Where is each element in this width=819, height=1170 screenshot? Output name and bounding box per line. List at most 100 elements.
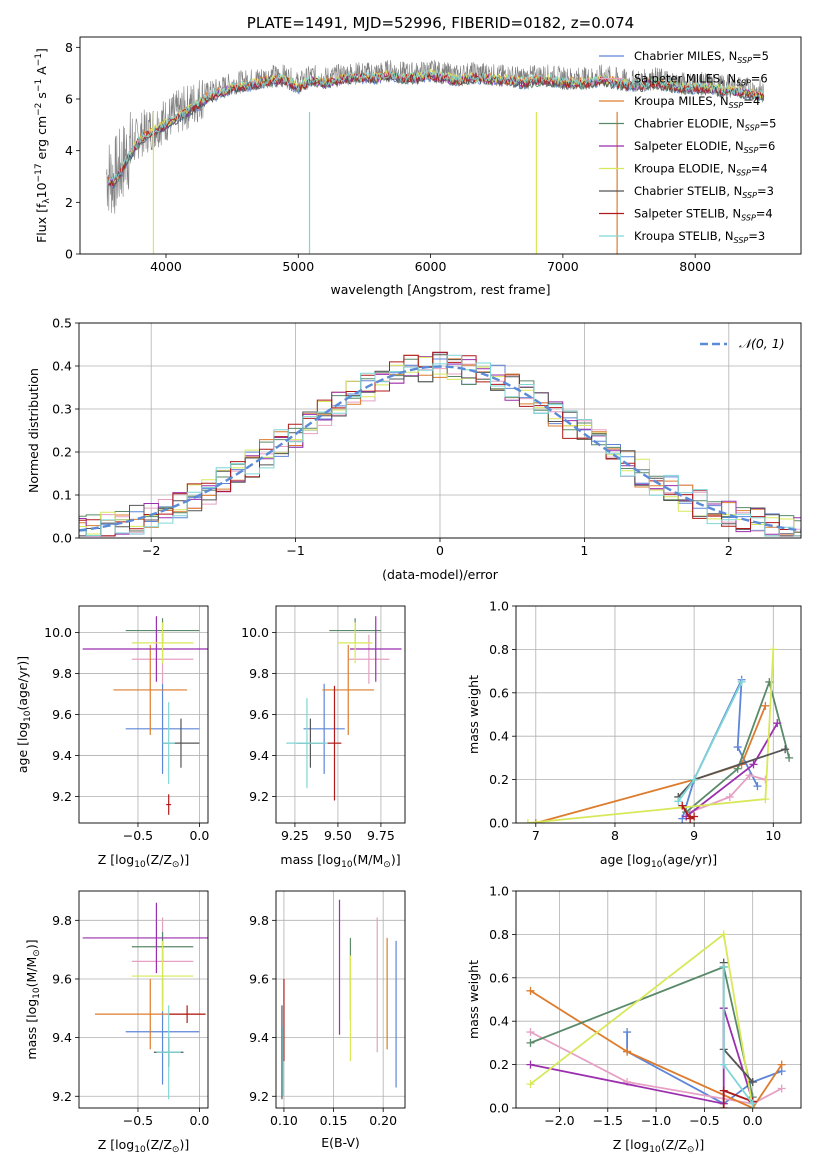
- legend-label: Chabrier MILES, NSSP=5: [634, 49, 769, 65]
- x-tick-label: 7000: [547, 259, 579, 274]
- legend-label: Salpeter ELODIE, NSSP=6: [634, 139, 775, 155]
- y-tick-label: 9.4: [52, 748, 72, 763]
- y-axis-label: mass weight: [466, 675, 481, 754]
- error-bars: [82, 616, 208, 815]
- y-tick-label: 0.0: [489, 816, 509, 831]
- weight-series-line: [681, 679, 759, 819]
- weight-marker: [719, 930, 728, 939]
- y-tick-label: 2: [65, 195, 73, 210]
- weight-marker: [678, 801, 687, 810]
- x-axis-label: mass [log10​(M/M⊙​)]: [280, 852, 400, 870]
- legend-label: Kroupa ELODIE, NSSP=4: [634, 162, 768, 178]
- weight-marker: [748, 1099, 757, 1108]
- mass-vs-ebv-panel: 0.10 0.15 0.20 9.2 9.4 9.6 9.8 E(B-V): [249, 890, 406, 1150]
- x-tick-label: 2: [725, 543, 733, 558]
- y-tick-label: 9.6: [52, 707, 72, 722]
- legend-label: Chabrier ELODIE, NSSP=5: [634, 117, 776, 133]
- histogram-step: [79, 354, 801, 537]
- x-axis-label: (data-model)/error: [382, 567, 499, 582]
- error-bars: [286, 616, 402, 801]
- y-tick-label: 8: [65, 40, 73, 55]
- weight-marker: [526, 1080, 535, 1089]
- y-tick-label: 9.8: [52, 666, 72, 681]
- y-tick-label: 9.6: [249, 971, 269, 986]
- y-tick-label: 0.4: [489, 1014, 509, 1029]
- y-axis-label: Flux [fλ​10−17​ erg cm−2​ s−1​ A−1​]: [34, 48, 52, 243]
- spectrum-traces: [106, 59, 765, 254]
- weight-marker: [523, 819, 532, 823]
- x-tick-label: −0.5: [689, 1113, 719, 1128]
- weight-marker: [725, 792, 734, 801]
- y-tick-label: 0.0: [489, 1101, 509, 1116]
- histograms: [79, 351, 801, 537]
- weight-marker: [785, 753, 794, 762]
- x-tick-label: 1: [580, 543, 588, 558]
- x-axis-label: Z [log10​(Z/Z⊙​)]: [98, 852, 189, 870]
- weight-marker: [623, 1028, 632, 1037]
- y-tick-label: 9.8: [249, 913, 269, 928]
- x-tick-label: 0.0: [743, 1113, 763, 1128]
- histogram-step: [79, 354, 801, 537]
- x-tick-label: 0: [436, 543, 444, 558]
- x-tick-label: 8000: [679, 259, 711, 274]
- x-tick-label: −2.0: [544, 1113, 574, 1128]
- weight-marker: [745, 771, 754, 780]
- legend-label: Salpeter MILES, NSSP=6: [634, 72, 768, 88]
- weight-marker: [526, 1060, 535, 1069]
- weight-marker: [690, 812, 699, 821]
- mass-vs-metallicity-panel: −0.5 0.0 9.2 9.4 9.6 9.8 Z [log10​(Z/Z⊙​)] mass…: [24, 890, 209, 1155]
- axes-frame: [275, 890, 406, 1109]
- weight-marker: [526, 1028, 535, 1037]
- chart-title: PLATE=1491, MJD=52996, FIBERID=0182, z=0…: [247, 14, 634, 32]
- weight-marker: [526, 1038, 535, 1047]
- legend-label: Kroupa STELIB, NSSP=3: [634, 229, 765, 245]
- x-tick-label: 4000: [150, 259, 182, 274]
- y-tick-label: 4: [65, 143, 73, 158]
- weight-marker: [769, 645, 778, 654]
- x-tick-label: −2: [142, 543, 160, 558]
- y-tick-label: 9.8: [52, 913, 72, 928]
- axes-frame: [275, 605, 406, 824]
- x-tick-label: 9.25: [281, 828, 309, 843]
- x-tick-label: 5000: [282, 259, 314, 274]
- x-tick-label: −1.5: [593, 1113, 623, 1128]
- weight-marker: [781, 745, 790, 754]
- y-tick-label: 0.5: [52, 316, 72, 331]
- y-tick-label: 0.6: [489, 685, 509, 700]
- x-axis-label: age [log10​(age/yr)]​: [600, 852, 717, 870]
- weight-marker: [749, 760, 758, 769]
- x-tick-label: 10: [765, 828, 781, 843]
- y-tick-label: 9.6: [249, 707, 269, 722]
- weight-lines: [526, 930, 786, 1108]
- x-tick-label: 0.20: [369, 1113, 397, 1128]
- x-tick-label: 0.0: [189, 828, 209, 843]
- model-spectrum-chabrier-elodie: [107, 71, 765, 186]
- weight-marker: [761, 775, 770, 784]
- y-tick-label: 10.0: [44, 625, 72, 640]
- axes-frame: [78, 605, 209, 824]
- y-tick-label: 10.0: [241, 625, 269, 640]
- weight-marker: [753, 782, 762, 791]
- histogram-step: [79, 354, 801, 537]
- residual-histogram-panel: −2 −1 0 1 2 0.0 0.1 0.2 0.3 0.4 0.5 (data-model)/er…: [26, 316, 802, 582]
- weight-marker: [526, 986, 535, 995]
- y-tick-label: 0.2: [489, 772, 509, 787]
- y-tick-label: 0.3: [52, 402, 72, 417]
- axes-frame: [515, 605, 802, 824]
- y-tick-label: 6: [65, 92, 73, 107]
- weight-marker: [719, 1086, 728, 1095]
- x-tick-label: −1.0: [641, 1113, 671, 1128]
- y-axis-label: mass weight: [466, 960, 481, 1039]
- legend-label: Salpeter STELIB, NSSP=4: [634, 207, 773, 223]
- x-tick-label: 0.10: [270, 1113, 298, 1128]
- age-vs-mass-panel: 9.25 9.50 9.75 9.2 9.4 9.6 9.8 10.0 mass [log10​…: [241, 605, 406, 870]
- spectrum-panel: 4000 5000 6000 7000 8000 0 2 4 6 8 PLATE=1491, MJD…: [34, 14, 802, 297]
- x-tick-label: −0.5: [123, 828, 153, 843]
- x-axis-label: E(B-V): [321, 1135, 360, 1150]
- x-tick-label: 8: [611, 828, 619, 843]
- y-axis-label: Normed distribution: [26, 368, 41, 493]
- legend-label: Kroupa MILES, NSSP=4: [634, 94, 760, 110]
- y-tick-label: 0.4: [489, 729, 509, 744]
- weight-marker: [733, 764, 742, 773]
